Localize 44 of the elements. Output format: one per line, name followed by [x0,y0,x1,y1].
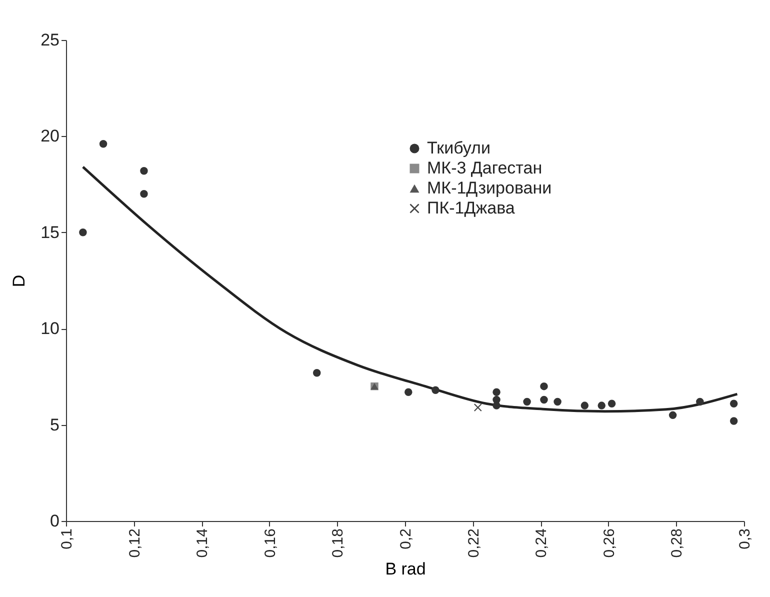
y-tick-label: 20 [40,126,60,146]
x-tick-label: 0,1 [58,528,76,550]
x-tick-label: 0,14 [194,528,212,558]
point [598,402,606,410]
x-tick-label: 0,18 [330,528,347,558]
point [554,398,562,406]
point [608,400,616,408]
point [492,388,500,396]
point [474,404,482,412]
point [540,382,548,390]
y-axis-title: D [10,274,29,288]
y-tick-label: 5 [50,415,60,434]
point [404,388,412,396]
y-tick-label: 25 [40,30,60,50]
x-tick-label: 0,24 [533,528,550,558]
point [540,396,548,404]
point [140,166,148,175]
x-tick-label: 0,2 [398,528,414,550]
x-tick-label: 0,26 [600,528,618,558]
point [312,368,321,377]
y-tick-label: 15 [40,222,60,242]
x-tick-label: 0,28 [668,528,686,558]
x-tick-label: 0,3 [736,528,754,550]
point [696,398,704,406]
point [730,400,738,408]
legend-label: МК-3 Дагестан [427,158,542,178]
point [492,402,500,410]
y-tick-label: 0 [50,512,60,530]
legend-label: МК-1Дзировани [427,178,552,198]
point [668,411,677,420]
point [580,402,589,410]
legend-label: Ткибули [427,138,490,158]
point [730,417,738,425]
y-tick-label: 10 [40,319,60,338]
point [140,190,148,198]
x-tick-label: 0,12 [126,528,144,558]
x-tick-label: 0,16 [262,528,279,558]
point [79,228,87,236]
x-tick-label: 0,22 [465,528,482,558]
legend-label: ПК-1Джава [427,198,516,218]
point [432,386,440,394]
point [99,140,108,148]
x-axis-title: B rad [385,560,426,579]
point [523,398,531,406]
